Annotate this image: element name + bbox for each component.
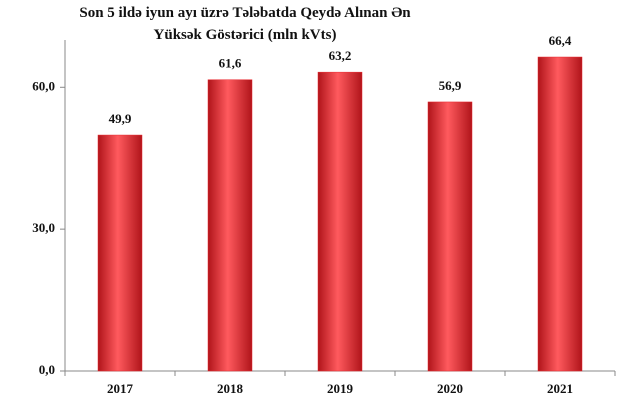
bar bbox=[537, 56, 583, 372]
y-tick-label: 60,0 bbox=[32, 78, 55, 93]
x-tick-label: 2020 bbox=[437, 381, 463, 396]
value-label: 66,4 bbox=[549, 33, 572, 48]
value-label: 63,2 bbox=[329, 48, 352, 63]
value-label: 61,6 bbox=[219, 56, 242, 71]
x-tick-label: 2019 bbox=[327, 381, 354, 396]
value-label: 56,9 bbox=[439, 78, 462, 93]
chart-title: Son 5 ildə iyun ayı üzrə Tələbatda Qeydə… bbox=[79, 5, 411, 43]
y-tick-label: 30,0 bbox=[32, 220, 55, 235]
x-tick-label: 2021 bbox=[547, 381, 573, 396]
x-tick-label: 2017 bbox=[107, 381, 134, 396]
bar bbox=[207, 79, 253, 372]
y-tick-label: 0,0 bbox=[39, 362, 55, 377]
bar bbox=[317, 71, 363, 372]
x-tick-label: 2018 bbox=[217, 381, 244, 396]
bar bbox=[97, 134, 143, 372]
value-label: 49,9 bbox=[109, 111, 132, 126]
bar bbox=[427, 101, 473, 372]
